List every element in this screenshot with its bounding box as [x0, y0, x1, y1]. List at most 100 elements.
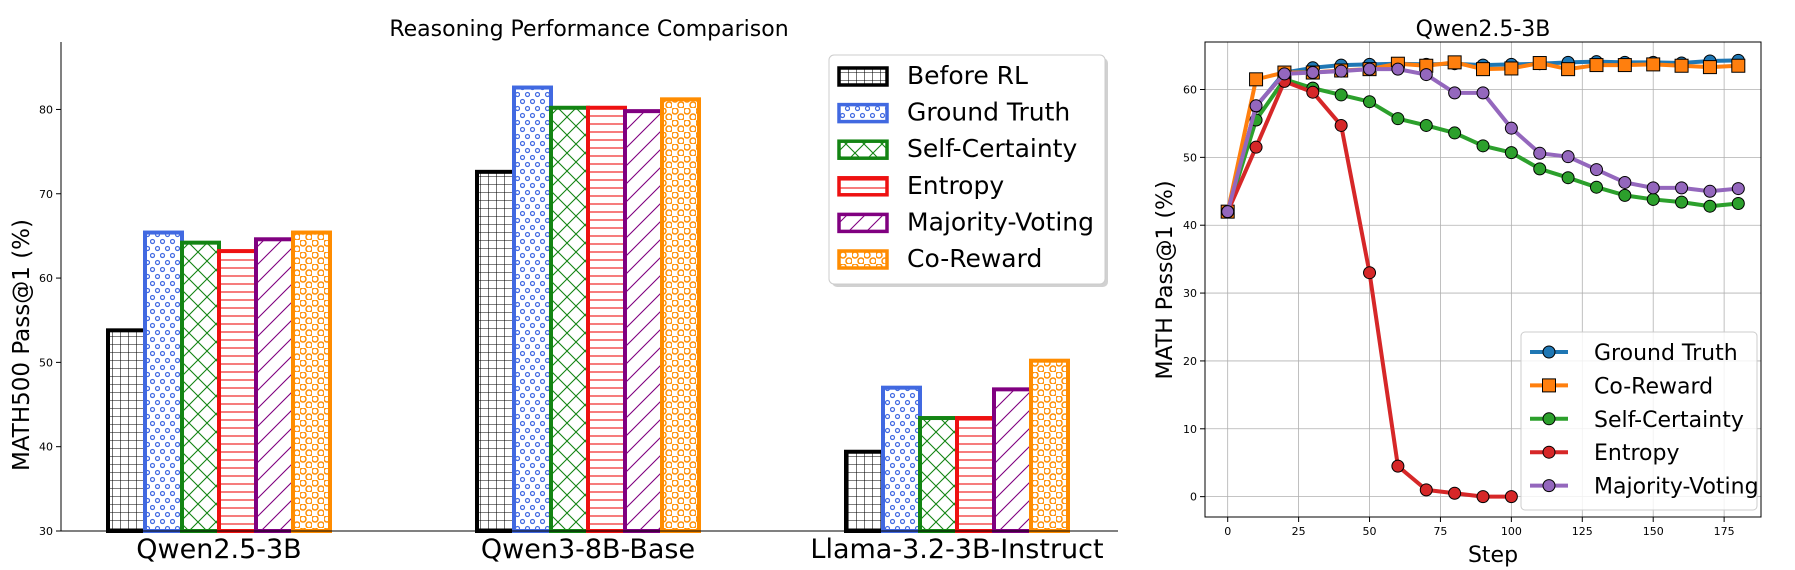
line-legend-marker-majority-voting	[1542, 479, 1556, 493]
line-x-tick-label: 50	[1363, 525, 1377, 538]
line-legend-marker-ground-truth	[1542, 345, 1556, 359]
line-x-tick-label: 25	[1292, 525, 1306, 538]
bar-x-tick-label-qwen2-5-3b: Qwen2.5-3B	[136, 534, 301, 565]
line-point-entropy	[1334, 118, 1348, 132]
bar-series-co-reward	[291, 97, 1070, 534]
line-legend-item-ground-truth: Ground Truth	[1530, 341, 1738, 366]
line-series-ground-truth	[1221, 53, 1745, 219]
line-y-tick-label: 20	[1183, 355, 1197, 368]
line-point-majority-voting	[1675, 181, 1689, 195]
bar-chart-x-ticks: Qwen2.5-3B Qwen3-8B-Base Llama-3.2-3B-Inst…	[136, 534, 1103, 565]
line-point-self-certainty	[1703, 199, 1717, 213]
line-point-majority-voting	[1221, 205, 1235, 219]
line-point-self-certainty	[1476, 139, 1490, 153]
line-x-tick-label: 0	[1224, 525, 1231, 538]
line-x-tick-label: 100	[1501, 525, 1522, 538]
bar-majority-voting-llama-3-2-3b-instruct	[992, 387, 1033, 533]
line-point-majority-voting	[1561, 150, 1575, 164]
bar-legend-label-self-certainty: Self-Certainty	[907, 134, 1077, 163]
line-x-tick-label: 125	[1572, 525, 1593, 538]
bar-y-tick-label: 30	[39, 525, 53, 538]
line-point-majority-voting	[1646, 181, 1660, 195]
line-point-majority-voting	[1249, 99, 1263, 113]
bar-before-rl-qwen3-8b-base	[475, 169, 516, 534]
line-point-self-certainty	[1533, 162, 1547, 176]
line-chart-frame	[1204, 41, 1762, 518]
line-point-co-reward	[1504, 61, 1519, 76]
line-point-majority-voting	[1391, 62, 1405, 76]
bar-legend-label-ground-truth: Ground Truth	[907, 98, 1070, 127]
line-legend-marker-entropy	[1542, 445, 1556, 459]
line-point-majority-voting	[1618, 175, 1632, 189]
line-chart-legend: Ground Truth Co-Reward Self-Certainty Entro…	[1520, 331, 1759, 511]
line-point-self-certainty	[1589, 180, 1603, 194]
bar-legend-label-co-reward: Co-Reward	[907, 244, 1042, 273]
bar-y-tick-label: 40	[39, 441, 53, 454]
line-y-tick-label: 40	[1183, 219, 1197, 232]
line-point-majority-voting	[1703, 184, 1717, 198]
bar-y-tick-label: 60	[39, 272, 53, 285]
line-legend-frame	[1520, 331, 1758, 511]
line-chart-y-ticks: 0 10 20 30 40 50 60	[1183, 84, 1205, 504]
line-point-co-reward	[1447, 55, 1462, 70]
line-legend-item-self-certainty: Self-Certainty	[1530, 408, 1744, 433]
line-point-self-certainty	[1419, 118, 1433, 132]
line-chart-x-axis-label: Step	[1468, 543, 1518, 568]
bar-series-entropy	[217, 105, 996, 534]
bar-before-rl-qwen2-5-3b	[106, 328, 147, 533]
line-point-self-certainty	[1675, 195, 1689, 209]
bar-legend-label-before-rl: Before RL	[907, 61, 1028, 90]
bar-x-tick-label-qwen3-8b-base: Qwen3-8B-Base	[481, 534, 695, 565]
line-point-co-reward	[1646, 57, 1661, 72]
bar-entropy-qwen2-5-3b	[217, 249, 258, 533]
line-point-co-reward	[1249, 72, 1264, 87]
line-legend-label-majority-voting: Majority-Voting	[1594, 475, 1759, 500]
bar-ground-truth-qwen2-5-3b	[143, 230, 184, 533]
line-point-co-reward	[1532, 56, 1547, 71]
bar-entropy-qwen3-8b-base	[586, 105, 627, 534]
line-point-majority-voting	[1731, 182, 1745, 196]
line-chart-series	[1220, 53, 1746, 504]
line-point-majority-voting	[1306, 66, 1320, 80]
line-point-entropy	[1363, 266, 1377, 280]
bar-chart-y-ticks: 30 40 50 60 70 80	[39, 103, 61, 538]
bar-legend-swatch-majority-voting	[837, 212, 889, 234]
bar-legend-label-majority-voting: Majority-Voting	[907, 207, 1094, 236]
bar-majority-voting-qwen3-8b-base	[623, 109, 664, 533]
line-point-majority-voting	[1277, 67, 1291, 81]
bar-self-certainty-qwen3-8b-base	[549, 105, 590, 534]
line-point-self-certainty	[1334, 88, 1348, 102]
line-point-majority-voting	[1589, 163, 1603, 177]
line-x-tick-label: 75	[1433, 525, 1447, 538]
line-legend-label-co-reward: Co-Reward	[1594, 374, 1713, 399]
bar-legend-swatch-self-certainty	[837, 139, 889, 160]
line-point-majority-voting	[1363, 62, 1377, 76]
bar-legend-swatch-entropy	[837, 176, 889, 197]
bar-self-certainty-llama-3-2-3b-instruct	[918, 416, 959, 533]
bar-chart-y-axis-label: MATH500 Pass@1 (%)	[9, 219, 35, 471]
line-point-self-certainty	[1504, 146, 1518, 160]
line-point-majority-voting	[1334, 64, 1348, 78]
line-point-majority-voting	[1533, 146, 1547, 160]
line-legend-item-entropy: Entropy	[1530, 441, 1679, 466]
line-point-entropy	[1419, 483, 1433, 497]
line-chart-x-ticks: 0 25 50 75 100 125 150 175	[1224, 517, 1735, 538]
bar-series-majority-voting	[254, 109, 1033, 534]
line-point-entropy	[1391, 459, 1405, 473]
bar-legend-swatch-before-rl	[837, 66, 889, 87]
line-point-entropy	[1306, 85, 1320, 99]
line-point-self-certainty	[1561, 171, 1575, 185]
bar-series-ground-truth	[143, 85, 922, 534]
line-y-tick-label: 10	[1183, 423, 1197, 436]
line-point-majority-voting	[1448, 86, 1462, 100]
bar-majority-voting-qwen2-5-3b	[254, 237, 295, 534]
bar-chart-panel: Reasoning Performance Comparison MATH500…	[9, 17, 1118, 565]
line-point-majority-voting	[1419, 68, 1433, 82]
bar-y-tick-label: 50	[39, 356, 53, 369]
line-point-co-reward	[1589, 58, 1604, 73]
bar-legend-swatch-ground-truth	[837, 102, 889, 124]
line-point-majority-voting	[1476, 86, 1490, 100]
bar-legend-frame	[828, 54, 1106, 285]
line-chart-title: Qwen2.5-3B	[1416, 17, 1551, 42]
